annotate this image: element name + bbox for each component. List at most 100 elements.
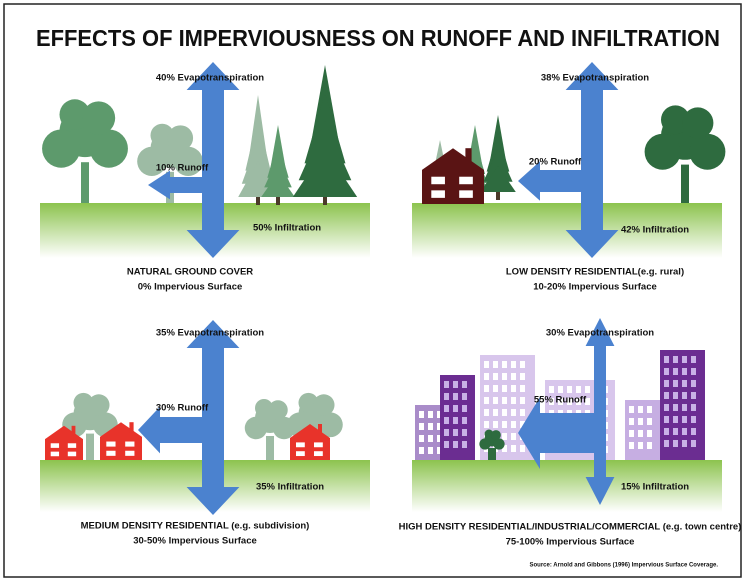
window bbox=[673, 416, 678, 423]
window bbox=[511, 421, 516, 428]
title: EFFECTS OF IMPERVIOUSNESS ON RUNOFF AND … bbox=[36, 25, 720, 51]
window bbox=[484, 421, 489, 428]
vertical-arrow bbox=[186, 320, 240, 515]
window bbox=[502, 373, 507, 380]
chimney bbox=[71, 425, 76, 436]
window bbox=[67, 443, 77, 448]
canopy bbox=[661, 105, 690, 135]
chimney bbox=[129, 422, 134, 433]
runoff-label: 10% Runoff bbox=[156, 163, 209, 174]
window bbox=[459, 176, 473, 185]
window bbox=[673, 392, 678, 399]
window bbox=[511, 361, 516, 368]
window bbox=[682, 440, 687, 447]
window bbox=[106, 441, 116, 447]
canopy bbox=[479, 438, 491, 450]
trunk bbox=[496, 190, 500, 200]
canopy bbox=[173, 146, 203, 177]
subcaption: 75-100% Impervious Surface bbox=[506, 537, 635, 548]
window bbox=[664, 416, 669, 423]
window bbox=[682, 356, 687, 363]
window bbox=[520, 361, 525, 368]
trunk bbox=[86, 433, 94, 460]
conifer bbox=[264, 157, 292, 188]
evapotranspiration-label: 38% Evapotranspiration bbox=[541, 73, 649, 84]
runoff-arrow bbox=[518, 161, 581, 201]
vertical-arrow bbox=[565, 62, 619, 258]
infiltration-label: 42% Infiltration bbox=[621, 225, 689, 236]
window bbox=[691, 428, 696, 435]
window bbox=[585, 398, 590, 405]
window bbox=[444, 405, 449, 412]
window bbox=[549, 398, 554, 405]
window bbox=[437, 447, 442, 454]
window bbox=[493, 361, 498, 368]
window bbox=[437, 435, 442, 442]
window bbox=[682, 416, 687, 423]
window bbox=[520, 409, 525, 416]
trunk bbox=[488, 448, 496, 460]
trunk bbox=[256, 195, 260, 205]
window bbox=[682, 428, 687, 435]
window bbox=[493, 373, 498, 380]
ground bbox=[412, 460, 722, 512]
window bbox=[638, 430, 643, 437]
runoff-arrow bbox=[148, 170, 202, 200]
evapotranspiration-label: 30% Evapotranspiration bbox=[546, 328, 654, 339]
runoff-arrow bbox=[518, 397, 594, 469]
window bbox=[444, 429, 449, 436]
infiltration-label: 35% Infiltration bbox=[256, 482, 324, 493]
vertical-arrow bbox=[186, 62, 240, 258]
window bbox=[493, 385, 498, 392]
window bbox=[484, 409, 489, 416]
window bbox=[558, 386, 563, 393]
window bbox=[682, 404, 687, 411]
caption: HIGH DENSITY RESIDENTIAL/INDUSTRIAL/COMM… bbox=[399, 522, 742, 533]
canopy bbox=[268, 400, 288, 420]
window bbox=[511, 445, 516, 452]
caption: MEDIUM DENSITY RESIDENTIAL (e.g. subdivi… bbox=[81, 521, 310, 532]
window bbox=[511, 397, 516, 404]
window bbox=[444, 441, 449, 448]
runoff-arrow bbox=[138, 406, 202, 454]
chimney bbox=[318, 424, 322, 434]
window bbox=[493, 421, 498, 428]
window bbox=[502, 445, 507, 452]
canopy bbox=[689, 133, 726, 170]
window bbox=[484, 361, 489, 368]
vertical-arrow bbox=[585, 318, 615, 505]
caption: LOW DENSITY RESIDENTIAL(e.g. rural) bbox=[506, 267, 684, 278]
window bbox=[673, 404, 678, 411]
window bbox=[502, 421, 507, 428]
canopy bbox=[73, 392, 94, 413]
window bbox=[431, 176, 445, 185]
evapotranspiration-label: 35% Evapotranspiration bbox=[156, 328, 264, 339]
source: Source: Arnold and Gibbons (1996) Imperv… bbox=[530, 563, 719, 569]
window bbox=[682, 380, 687, 387]
subcaption: 0% Impervious Surface bbox=[138, 282, 243, 293]
window bbox=[638, 418, 643, 425]
window bbox=[664, 392, 669, 399]
window bbox=[462, 405, 467, 412]
evapotranspiration-label: 40% Evapotranspiration bbox=[156, 73, 264, 84]
trunk bbox=[81, 162, 89, 203]
window bbox=[419, 447, 424, 454]
canopy bbox=[59, 99, 91, 130]
window bbox=[502, 409, 507, 416]
window bbox=[493, 397, 498, 404]
canopy bbox=[82, 101, 116, 135]
window bbox=[453, 405, 458, 412]
window bbox=[638, 442, 643, 449]
window bbox=[664, 428, 669, 435]
scene: 40% Evapotranspiration 10% Runoff 50% Infi… bbox=[40, 62, 741, 548]
window bbox=[453, 441, 458, 448]
window bbox=[629, 406, 634, 413]
window bbox=[673, 428, 678, 435]
window bbox=[673, 440, 678, 447]
window bbox=[502, 433, 507, 440]
infiltration-label: 15% Infiltration bbox=[621, 482, 689, 493]
canopy bbox=[255, 399, 273, 417]
window bbox=[691, 404, 696, 411]
window bbox=[629, 418, 634, 425]
window bbox=[511, 433, 516, 440]
